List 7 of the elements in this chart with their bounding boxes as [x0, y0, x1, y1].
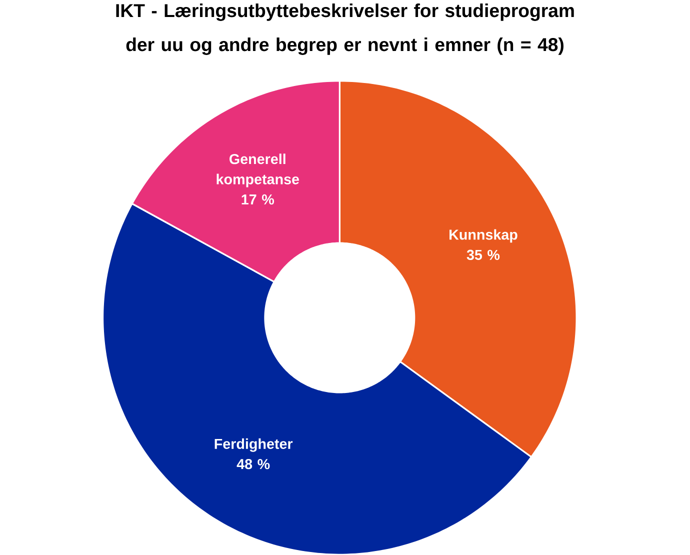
- chart-title: IKT - Læringsutbyttebeskrivelser for studieprogram der uu og andre begrep er nevnt i emner (n = 48): [116, 3, 574, 55]
- slice-label: Ferdigheter: [214, 438, 293, 452]
- data-label: 48 %: [236, 458, 270, 469]
- data-label: 17 %: [242, 194, 274, 204]
- data-label: 35 %: [466, 250, 500, 260]
- slice-label: Kunnskap: [450, 229, 518, 242]
- slice-label: Generell kompetanse: [216, 153, 300, 187]
